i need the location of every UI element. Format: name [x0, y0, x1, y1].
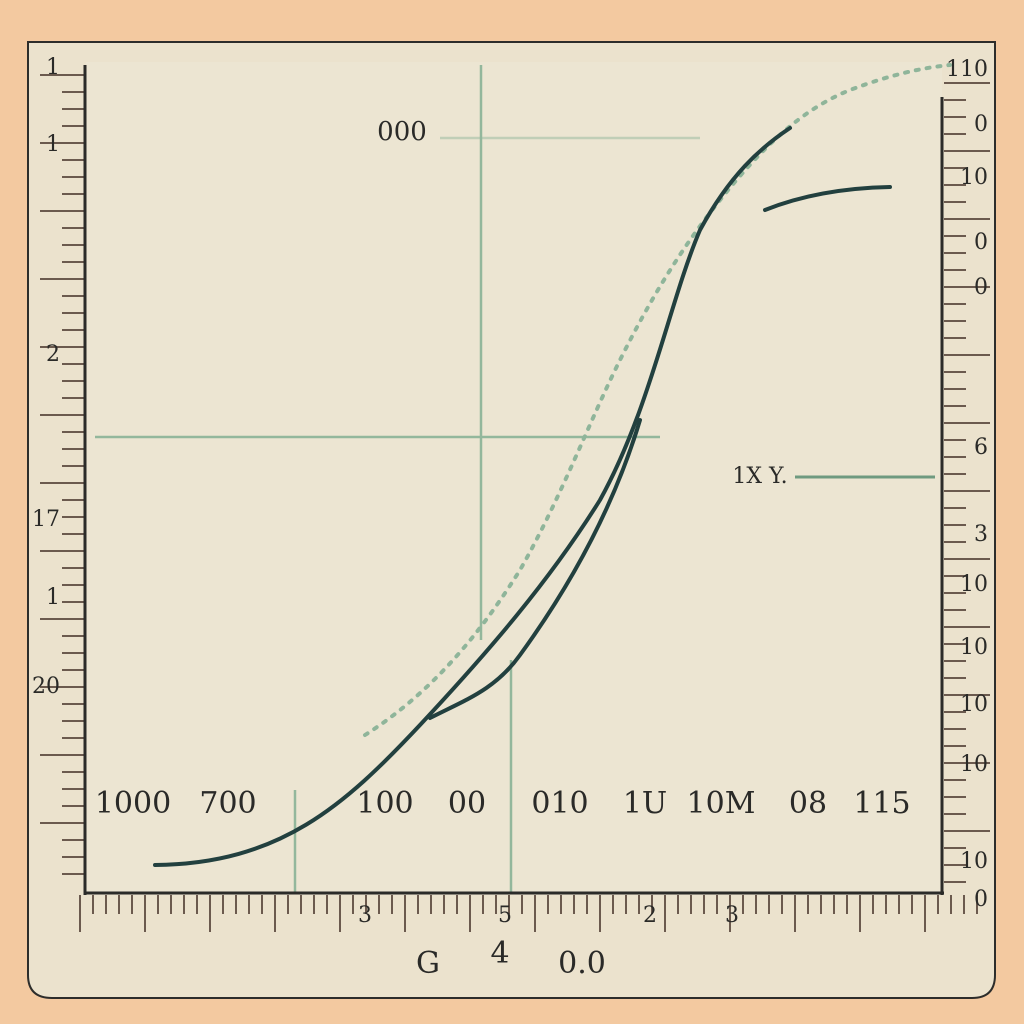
right-tick-label: 10	[960, 572, 988, 597]
right-tick-label: 6	[974, 435, 988, 460]
row-label: 010	[531, 786, 588, 821]
right-tick-label: 10	[960, 692, 988, 717]
x-tick-label: 5	[498, 903, 512, 928]
axes	[83, 65, 944, 895]
right-tick-label: 0	[974, 887, 988, 912]
row-label: 1U	[623, 786, 667, 821]
axis-title: G	[416, 946, 440, 981]
curves	[153, 126, 892, 867]
curve	[428, 418, 642, 720]
x-tick-label: 3	[725, 903, 739, 928]
left-tick-label: 2	[46, 342, 60, 367]
curve	[763, 185, 892, 212]
left-tick-label: 1	[46, 132, 60, 157]
top-label: 000	[377, 117, 427, 147]
curve	[153, 126, 792, 867]
row-label: 08	[789, 786, 827, 821]
left-tick-label: 1	[46, 55, 60, 80]
legend-label: 1X Y.	[732, 464, 787, 489]
x-tick-label: 2	[643, 903, 657, 928]
right-tick-label: 10	[960, 635, 988, 660]
row-label: 10M	[687, 786, 756, 821]
right-tick-label: 10	[960, 849, 988, 874]
left-tick-label: 17	[32, 507, 60, 532]
left-tick-label: 20	[32, 674, 60, 699]
left-tick-label: 1	[46, 585, 60, 610]
right-tick-label: 0	[974, 230, 988, 255]
row-label: 115	[853, 786, 910, 821]
dotted-curve	[363, 63, 952, 737]
row-label: 00	[448, 786, 486, 821]
right-tick-label: 10	[960, 165, 988, 190]
x-tick-label: 3	[358, 903, 372, 928]
right-tick-label: 10	[960, 752, 988, 777]
axis-title: 0.0	[558, 946, 606, 981]
right-tick-label: 0	[974, 275, 988, 300]
row-label: 100	[356, 786, 413, 821]
tick-group	[40, 74, 990, 932]
guides	[95, 65, 935, 893]
right-tick-label: 110	[946, 57, 988, 82]
row-label: 700	[199, 786, 256, 821]
row-label: 1000	[95, 786, 171, 821]
right-tick-label: 3	[974, 522, 988, 547]
axis-title: 4	[490, 936, 509, 971]
right-tick-label: 0	[974, 112, 988, 137]
